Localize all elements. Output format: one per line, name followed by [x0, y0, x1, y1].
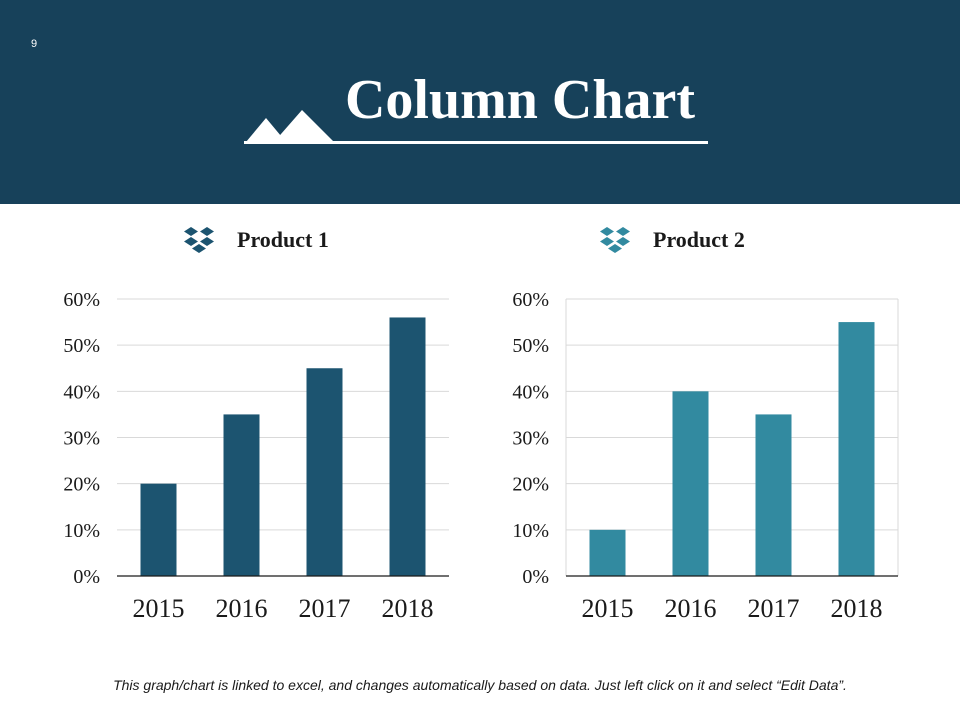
x-tick-label: 2017	[748, 594, 800, 623]
y-tick-label: 50%	[63, 335, 100, 357]
bar	[306, 368, 343, 576]
x-tick-label: 2016	[665, 594, 717, 623]
y-tick-label: 20%	[512, 474, 549, 496]
x-tick-label: 2018	[831, 594, 883, 623]
y-tick-label: 30%	[63, 428, 100, 450]
x-tick-label: 2016	[216, 594, 268, 623]
dropbox-icon	[600, 227, 630, 253]
legend-label: Product 2	[653, 227, 745, 252]
mountain-icon	[246, 110, 334, 142]
y-tick-label: 0%	[73, 566, 100, 588]
y-tick-label: 10%	[63, 520, 100, 542]
x-tick-label: 2015	[582, 594, 634, 623]
page-title: Column Chart	[344, 69, 696, 131]
y-tick-label: 10%	[512, 520, 549, 542]
slide-number: 9	[31, 38, 38, 50]
dropbox-icon	[184, 227, 214, 253]
bar	[589, 529, 626, 576]
y-tick-label: 20%	[63, 474, 100, 496]
legend-label: Product 1	[237, 227, 329, 252]
bar	[755, 414, 792, 576]
y-tick-label: 0%	[522, 566, 549, 588]
y-tick-label: 50%	[512, 335, 549, 357]
y-tick-label: 40%	[512, 381, 549, 403]
bar	[223, 414, 260, 576]
bar	[389, 317, 426, 576]
x-tick-label: 2017	[299, 594, 351, 623]
legend-product-2: Product 2	[599, 222, 745, 258]
y-tick-label: 60%	[512, 289, 549, 311]
y-tick-label: 40%	[63, 381, 100, 403]
y-tick-label: 30%	[512, 428, 549, 450]
bar	[672, 391, 709, 576]
bar	[838, 322, 875, 576]
title-underline	[244, 141, 708, 144]
header-banner: 9 Column Chart	[0, 0, 960, 204]
footnote: This graph/chart is linked to excel, and…	[113, 677, 847, 693]
x-tick-label: 2015	[133, 594, 185, 623]
legend-product-1: Product 1	[183, 222, 329, 258]
y-tick-label: 60%	[63, 289, 100, 311]
bar	[140, 483, 177, 576]
x-tick-label: 2018	[382, 594, 434, 623]
